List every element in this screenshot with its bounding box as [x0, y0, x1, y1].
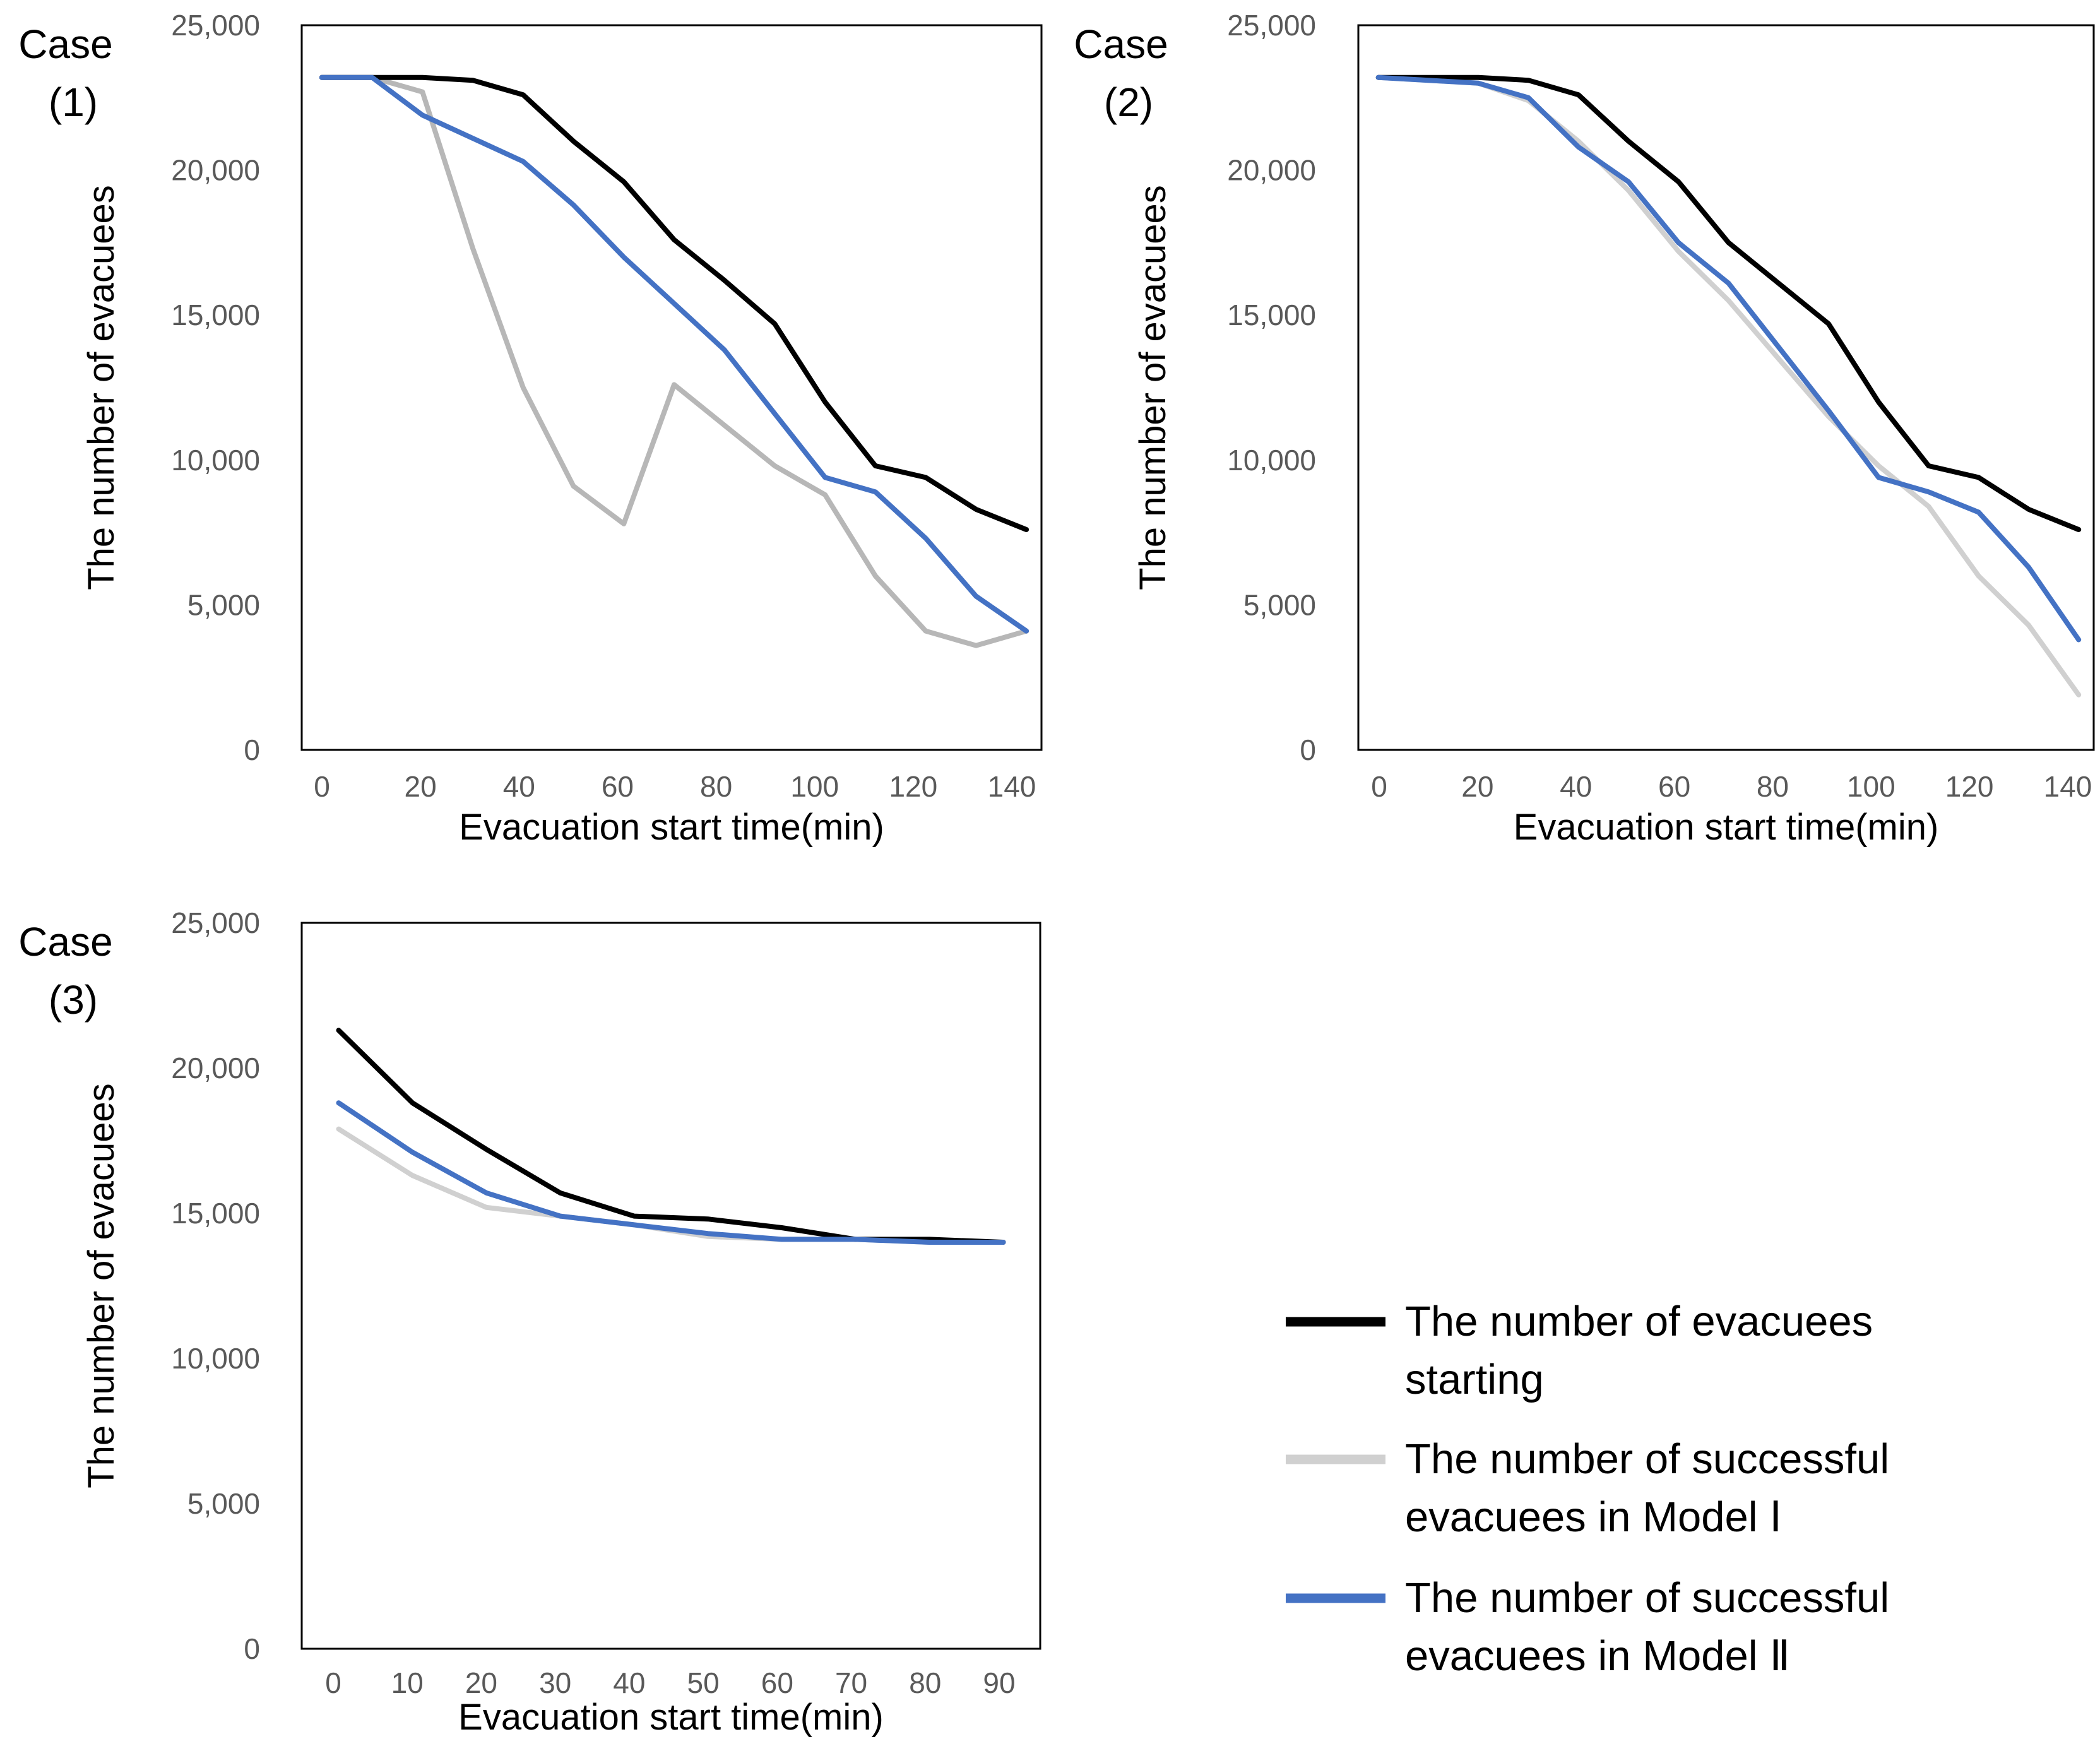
plot-area [300, 24, 1043, 751]
x-tick-label: 80 [909, 1666, 941, 1699]
x-tick-label: 60 [1658, 770, 1690, 803]
case-number: (1) [49, 80, 98, 125]
y-tick-label: 25,000 [1227, 9, 1316, 42]
legend-entry: The number of successful evacuees in Mode… [1286, 1435, 1889, 1541]
series-line-2 [1375, 74, 2082, 697]
y-tick-label: 15,000 [171, 299, 260, 331]
x-tick-label: 60 [761, 1666, 793, 1699]
y-axis-title: The number of evacuees [81, 1083, 122, 1488]
legend-label: The number of successful [1405, 1574, 1889, 1622]
x-tick-label: 140 [2044, 770, 2092, 803]
y-axis-title: The number of evacuees [1132, 185, 1173, 590]
y-tick-label: 15,000 [1227, 299, 1316, 331]
case-label: Case [18, 21, 112, 67]
x-axis-title: Evacuation start time(min) [459, 807, 884, 848]
series-line-1 [336, 1028, 1006, 1245]
series-line-3 [336, 1100, 1006, 1245]
chart-case-2: 0 5,000 10,000 15,000 20,000 25,000 0 20 40 60 80 1… [1074, 9, 2095, 848]
series-line-3 [1375, 74, 2082, 643]
x-tick-label: 40 [503, 770, 535, 803]
y-tick-label: 25,000 [171, 906, 260, 939]
y-tick-label: 25,000 [171, 9, 260, 42]
x-tick-label: 100 [1847, 770, 1895, 803]
x-tick-label: 40 [1560, 770, 1592, 803]
y-tick-label: 20,000 [1227, 154, 1316, 187]
chart-case-1: 0 5,000 10,000 15,000 20,000 25,000 0 20 40 60 80 1… [18, 9, 1043, 848]
legend-label: The number of successful [1405, 1435, 1889, 1483]
x-tick-label: 40 [613, 1666, 645, 1699]
legend-label: The number of evacuees [1405, 1298, 1873, 1345]
x-tick-label: 120 [1945, 770, 1994, 803]
y-tick-label: 10,000 [171, 1342, 260, 1375]
series-line-1 [319, 74, 1029, 532]
x-tick-label: 140 [988, 770, 1036, 803]
y-tick-label: 10,000 [171, 444, 260, 477]
series-line-2 [336, 1126, 1006, 1245]
legend-label: evacuees in Model Ⅰ [1405, 1493, 1782, 1541]
x-tick-label: 10 [391, 1666, 424, 1699]
chart-case-3: 0 5,000 10,000 15,000 20,000 25,000 0 10 20 30 40 5… [18, 906, 1041, 1738]
x-tick-label: 70 [835, 1666, 867, 1699]
plot-area [300, 922, 1041, 1650]
y-tick-label: 20,000 [171, 154, 260, 187]
y-tick-label: 0 [1300, 733, 1316, 766]
x-axis-title: Evacuation start time(min) [1514, 807, 1939, 848]
x-tick-label: 0 [314, 770, 330, 803]
x-tick-label: 80 [1757, 770, 1789, 803]
series-line-1 [1375, 74, 2082, 532]
case-label: Case [1074, 21, 1168, 67]
x-tick-label: 20 [465, 1666, 497, 1699]
y-tick-label: 0 [244, 1632, 260, 1665]
x-tick-label: 30 [539, 1666, 571, 1699]
x-tick-label: 100 [790, 770, 839, 803]
x-tick-label: 120 [889, 770, 937, 803]
x-tick-label: 0 [1371, 770, 1387, 803]
y-tick-label: 5,000 [1243, 588, 1316, 621]
y-tick-label: 15,000 [171, 1197, 260, 1230]
series-line-3 [319, 74, 1029, 634]
x-tick-label: 90 [983, 1666, 1015, 1699]
case-number: (2) [1104, 80, 1153, 125]
y-axis-title: The number of evacuees [81, 185, 122, 590]
x-tick-label: 20 [1461, 770, 1493, 803]
y-tick-label: 5,000 [187, 1487, 260, 1520]
case-number: (3) [49, 977, 98, 1023]
case-label: Case [18, 919, 112, 965]
x-tick-label: 0 [325, 1666, 341, 1699]
series-line-2 [319, 74, 1029, 648]
y-tick-label: 10,000 [1227, 444, 1316, 477]
x-tick-label: 20 [405, 770, 437, 803]
legend-label: starting [1405, 1356, 1544, 1403]
legend-entry: The number of evacuees starting [1286, 1298, 1873, 1403]
x-axis-title: Evacuation start time(min) [458, 1697, 884, 1738]
plot-area [1357, 24, 2095, 751]
legend-label: evacuees in Model Ⅱ [1405, 1632, 1790, 1680]
legend-entry: The number of successful evacuees in Mode… [1286, 1574, 1889, 1680]
x-tick-label: 50 [687, 1666, 720, 1699]
y-tick-label: 20,000 [171, 1052, 260, 1084]
x-tick-label: 60 [602, 770, 634, 803]
x-tick-label: 80 [700, 770, 732, 803]
y-tick-label: 5,000 [187, 588, 260, 621]
y-tick-label: 0 [244, 733, 260, 766]
